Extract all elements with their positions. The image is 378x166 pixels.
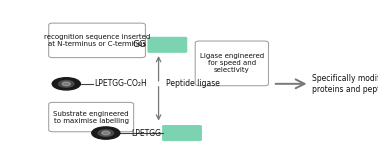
- Circle shape: [59, 81, 74, 87]
- Text: LPETGG-CO₂H: LPETGG-CO₂H: [94, 79, 147, 88]
- FancyBboxPatch shape: [49, 23, 146, 58]
- Text: LPETGG: LPETGG: [132, 128, 161, 138]
- FancyBboxPatch shape: [195, 41, 268, 86]
- FancyBboxPatch shape: [49, 102, 134, 132]
- Text: Peptide ligase: Peptide ligase: [166, 79, 220, 88]
- FancyBboxPatch shape: [162, 125, 202, 141]
- Circle shape: [62, 82, 71, 86]
- Text: Substrate engineered
to maximise labelling: Substrate engineered to maximise labelli…: [53, 111, 129, 124]
- Circle shape: [52, 78, 81, 90]
- Text: GG: GG: [133, 40, 147, 49]
- FancyBboxPatch shape: [147, 37, 187, 53]
- Circle shape: [102, 131, 110, 135]
- Text: Ligase engineered
for speed and
selectivity: Ligase engineered for speed and selectiv…: [200, 53, 264, 73]
- Circle shape: [92, 127, 120, 139]
- Circle shape: [98, 130, 113, 136]
- Text: recognition sequence inserted
at N-terminus or C-terminus: recognition sequence inserted at N-termi…: [44, 34, 150, 47]
- Text: Specifically modified
proteins and peptides: Specifically modified proteins and pepti…: [312, 74, 378, 93]
